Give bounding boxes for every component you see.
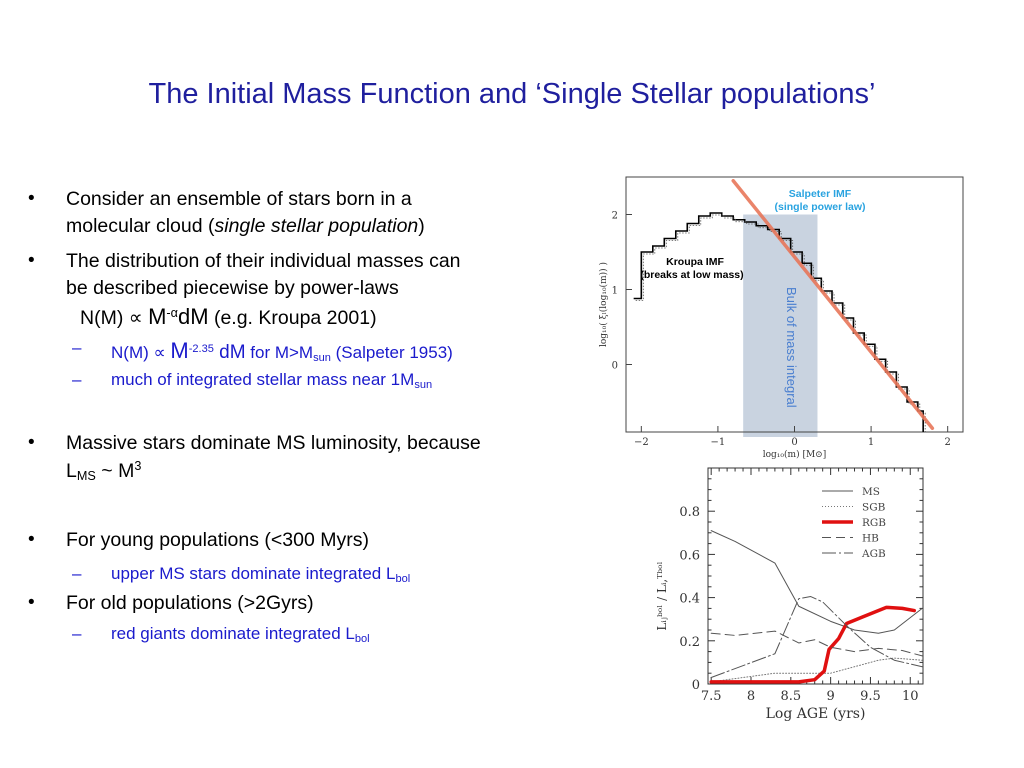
- y-tick-label: 0.8: [679, 505, 700, 520]
- legend-label-hb: HB: [862, 533, 879, 545]
- x-tick-label: 0: [791, 437, 797, 448]
- exponent: 3: [134, 459, 142, 474]
- bullet-text: The distribution of their individual mas…: [66, 250, 461, 272]
- legend-label-ms: MS: [862, 486, 880, 498]
- kroupa-sublabel: (breaks at low mass): [640, 269, 743, 281]
- legend-label-agb: AGB: [861, 548, 886, 560]
- y-axis-label: log₁₀( ξₗ(log₁₀(m)) ): [598, 262, 609, 347]
- x-tick-label: 8: [747, 689, 755, 704]
- text: M: [148, 304, 167, 329]
- text: N(M) ∝: [80, 307, 149, 329]
- imf-equation: N(M) ∝ M-αdM (e.g. Kroupa 2001): [80, 304, 377, 330]
- series-sgb: [710, 657, 923, 683]
- mass-integral-band: [743, 214, 818, 437]
- x-tick-label: 9.5: [860, 689, 881, 704]
- series-agb: [710, 596, 923, 679]
- text: red giants dominate integrated L: [111, 624, 355, 643]
- italic-term: single stellar population: [214, 215, 419, 237]
- text: for M>M: [245, 343, 314, 362]
- exponent: -α: [166, 306, 178, 321]
- x-tick-label: 2: [944, 437, 950, 448]
- bullet-dot: •: [28, 250, 35, 271]
- bullet-massive-line2: LMS ~ M3: [66, 460, 141, 483]
- text: ): [418, 215, 425, 237]
- text: ~ M: [95, 460, 135, 482]
- text: dM: [177, 304, 209, 329]
- x-tick-label: 1: [868, 437, 874, 448]
- data-histogram-dotted: [635, 214, 926, 434]
- kroupa-step-histogram: [633, 212, 924, 432]
- legend-label-rgb: RGB: [862, 517, 886, 529]
- series-rgb: [709, 605, 916, 684]
- series-ms: [710, 530, 923, 634]
- text: (Salpeter 1953): [330, 343, 453, 362]
- subscript: bol: [395, 572, 411, 585]
- salpeter-line: [731, 179, 935, 430]
- x-axis-label: log₁₀(m) [M⊙]: [763, 449, 826, 460]
- y-tick-label: 0.2: [679, 635, 700, 650]
- subscript: bol: [354, 632, 370, 645]
- text: L: [66, 460, 77, 482]
- subscript: MS: [76, 469, 96, 484]
- subscript: sun: [414, 378, 433, 391]
- dash-marker: –: [72, 564, 82, 583]
- legend-label-sgb: SGB: [862, 502, 886, 514]
- y-tick-label: 2: [612, 211, 618, 222]
- slide-title: The Initial Mass Function and ‘Single St…: [148, 78, 876, 110]
- y-axis-label: Lᵢⱼᵇᵒˡ / Lᵢ,ᵀᵇᵒˡ: [655, 561, 669, 630]
- dash-marker: –: [72, 338, 82, 357]
- salpeter-label: Salpeter IMF: [789, 188, 852, 200]
- text: much of integrated stellar mass near 1M: [111, 370, 415, 389]
- dash-marker: –: [72, 624, 82, 643]
- text: N(M) ∝: [111, 343, 171, 362]
- y-tick-label: 0.6: [679, 548, 700, 563]
- plot-frame-2: [707, 467, 924, 685]
- band-label: Bulk of mass integral: [784, 287, 799, 408]
- text: (e.g. Kroupa 2001): [208, 307, 377, 329]
- x-tick-label: 9: [826, 689, 834, 704]
- y-tick-label: 1: [612, 286, 618, 297]
- bullet-text-line2: be described piecewise by power-laws: [66, 277, 399, 299]
- y-tick-label: 0: [692, 678, 700, 693]
- exponent: -2.35: [188, 342, 214, 355]
- salpeter-sublabel: (single power law): [774, 201, 865, 213]
- bullet-dot: •: [28, 432, 35, 453]
- bullet-text: Consider an ensemble of stars born in a: [66, 188, 412, 210]
- x-tick-label: −2: [634, 437, 649, 448]
- bullet-text: For young populations (<300 Myrs): [66, 529, 369, 551]
- text: upper MS stars dominate integrated L: [111, 564, 396, 583]
- text: molecular cloud (: [66, 215, 215, 237]
- x-axis-label: Log AGE (yrs): [766, 706, 866, 722]
- bullet-ensemble-line2: molecular cloud (single stellar populati…: [66, 215, 425, 238]
- x-tick-label: 7.5: [701, 689, 722, 704]
- dash-marker: –: [72, 370, 82, 389]
- y-tick-label: 0.4: [679, 592, 700, 607]
- kroupa-label: Kroupa IMF: [666, 256, 724, 268]
- text: M: [170, 338, 189, 363]
- x-tick-label: 8.5: [780, 689, 801, 704]
- bullet-text: Massive stars dominate MS luminosity, be…: [66, 432, 481, 454]
- x-tick-label: −1: [711, 437, 726, 448]
- subscript: sun: [313, 351, 331, 364]
- series-hb: [710, 630, 923, 657]
- bullet-dot: •: [28, 188, 35, 209]
- y-tick-label: 0: [612, 361, 618, 372]
- x-tick-label: 10: [902, 689, 919, 704]
- text: dM: [213, 342, 246, 363]
- bullet-dot: •: [28, 529, 35, 550]
- bullet-dot: •: [28, 592, 35, 613]
- bullet-text: For old populations (>2Gyrs): [66, 592, 314, 614]
